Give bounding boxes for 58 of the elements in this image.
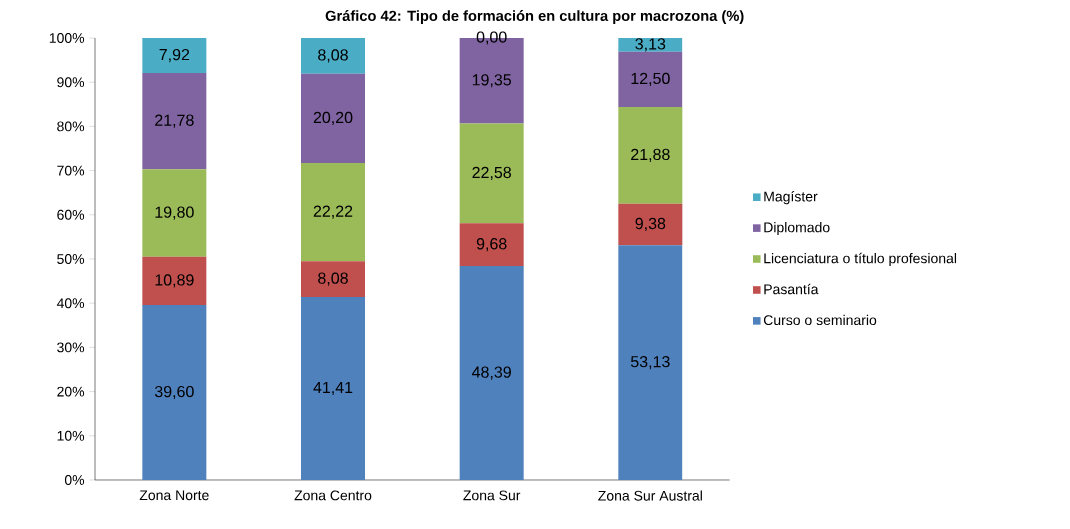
x-tick-label: Zona Sur: [463, 490, 521, 501]
bar: [459, 123, 524, 224]
data-label: 10,89: [155, 274, 194, 288]
x-tick-label: Zona Sur Austral: [598, 490, 702, 501]
bar: [301, 73, 365, 164]
data-label: 21,78: [155, 114, 194, 128]
bar: [459, 223, 524, 267]
bar: [142, 38, 207, 74]
y-tick-label: 10%: [57, 430, 85, 441]
y-tick-label: 30%: [57, 342, 85, 353]
bar: [142, 256, 207, 305]
data-label: 21,88: [631, 148, 670, 162]
bar: [142, 169, 207, 257]
y-tick-label: 0%: [64, 475, 85, 485]
data-label: 19,80: [155, 206, 194, 220]
data-label: 8,08: [318, 272, 348, 286]
legend-label: Diplomado: [764, 222, 830, 236]
y-tick-label: 50%: [57, 254, 85, 264]
bar: [301, 38, 365, 74]
data-label: 53,13: [630, 355, 670, 370]
data-label: 22,22: [313, 205, 353, 219]
bar: [301, 163, 365, 262]
bar: [618, 38, 683, 52]
data-label: 41,41: [313, 381, 353, 396]
y-tick-label: 100%: [49, 33, 85, 43]
data-label: 20,20: [313, 111, 353, 126]
bar: [618, 203, 683, 246]
data-label: 12,50: [631, 72, 670, 86]
bar: [618, 106, 683, 204]
data-label: 3,13: [635, 38, 666, 52]
data-label: 7,92: [159, 48, 190, 63]
data-label: 39,60: [154, 385, 194, 400]
legend-label: Pasantía: [764, 283, 819, 295]
data-label: 9,38: [635, 217, 666, 232]
y-tick-label: 60%: [57, 209, 85, 220]
data-label: 19,35: [472, 74, 511, 88]
y-tick-label: 90%: [57, 77, 85, 88]
chart-title: Gráfico 42: Tipo de formación en cultura por macrozona (%): [325, 10, 744, 24]
data-label: 9,68: [476, 238, 507, 252]
data-label: 8,08: [318, 49, 348, 63]
bar: [459, 266, 524, 480]
x-tick-label: Zona Norte: [139, 490, 209, 501]
data-label: 48,39: [472, 366, 511, 380]
legend-label: Curso o seminario: [763, 314, 877, 326]
bar: [301, 261, 365, 297]
legend-label: Magíster: [764, 191, 818, 205]
legend-label: Licenciatura o título profesional: [764, 252, 957, 267]
bar: [142, 73, 207, 170]
bar: [301, 296, 365, 480]
x-tick-label: Zona Centro: [294, 490, 372, 501]
y-tick-label: 20%: [57, 386, 85, 397]
data-label: 22,58: [472, 166, 511, 181]
y-tick-label: 70%: [57, 165, 85, 176]
y-tick-label: 40%: [56, 298, 85, 309]
y-tick-label: 80%: [57, 121, 85, 132]
bar: [618, 51, 683, 107]
bar: [142, 304, 207, 480]
bar: [618, 245, 683, 480]
